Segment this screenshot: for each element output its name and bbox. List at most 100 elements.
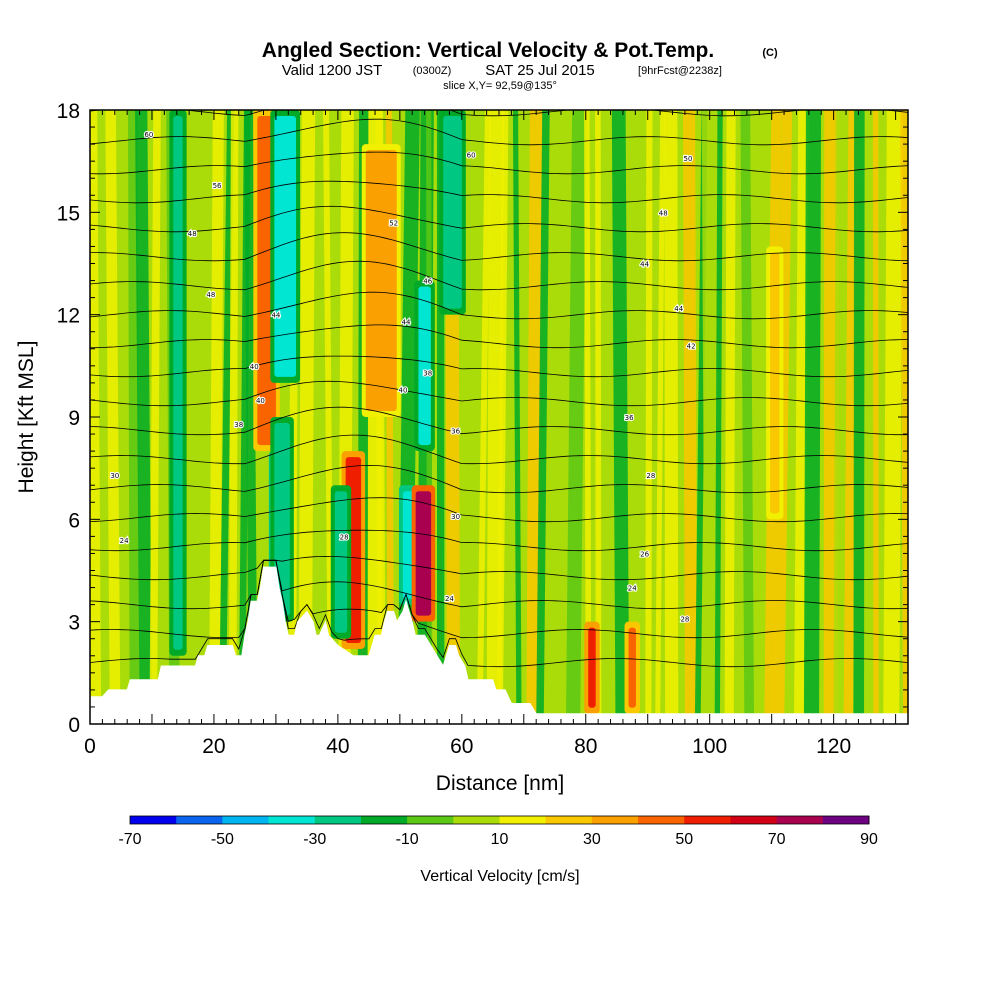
isentrope-label: 36 (625, 414, 634, 422)
colorbar-swatch (638, 816, 685, 824)
colorbar-tick-label: -30 (303, 831, 326, 848)
velocity-core (173, 116, 183, 650)
isentrope-label: 46 (423, 278, 432, 286)
colorbar-swatch (407, 816, 454, 824)
colorbar-swatch (684, 816, 731, 824)
velocity-band (536, 110, 550, 724)
colorbar-swatch (314, 816, 362, 824)
velocity-band (149, 110, 161, 724)
y-tick-label: 3 (68, 612, 80, 635)
isentrope-line (90, 205, 908, 233)
chart-title: Angled Section: Vertical Velocity & Pot.… (262, 39, 714, 62)
isentrope-label: 52 (389, 220, 398, 228)
y-tick-label: 12 (57, 305, 80, 328)
isentrope-line (90, 380, 908, 407)
colorbar-swatch (130, 816, 177, 824)
y-tick-label: 0 (68, 714, 80, 737)
colorbar-tick-labels: -70 -50 -30 -10 10 30 50 70 90 (118, 831, 878, 848)
x-axis-label: Distance [nm] (436, 772, 564, 795)
velocity-band (701, 110, 711, 724)
velocity-band (853, 110, 865, 724)
isentrope-label: 40 (256, 397, 265, 405)
isentrope-line (90, 151, 908, 175)
title-units: (C) (762, 47, 778, 59)
colorbar-tick-label: 30 (583, 831, 601, 848)
subtitle-date: SAT 25 Jul 2015 (485, 62, 595, 79)
colorbar-swatch (822, 816, 870, 824)
isentrope-label: 26 (640, 550, 649, 558)
velocity-band (208, 110, 224, 724)
colorbar (129, 815, 870, 825)
velocity-core (628, 627, 636, 708)
isentrope-line (90, 406, 908, 436)
isentrope-label: 44 (271, 312, 280, 320)
colorbar-tick-label: -70 (118, 831, 141, 848)
velocity-band (655, 110, 666, 724)
velocity-band (244, 110, 258, 724)
isentrope-line (90, 497, 908, 523)
isentrope-line (90, 291, 908, 320)
isentrope-line (90, 559, 908, 639)
isentrope-line (90, 434, 908, 465)
isentrope-labels: 60 60 50 56 48 48 52 44 48 46 44 44 44 42 40 40 38 40 36 38… (109, 130, 696, 625)
x-tick-label: 60 (450, 735, 473, 758)
isentrope-label: 48 (188, 230, 197, 238)
velocity-band (189, 110, 207, 724)
subtitle-forecast: [9hrFcst@2238z] (638, 65, 722, 77)
isentrope-label: 24 (445, 595, 454, 603)
isentrope-label: 44 (674, 305, 683, 313)
isentrope-label: 44 (640, 261, 649, 269)
x-tick-label: 0 (84, 735, 96, 758)
velocity-band (714, 110, 723, 724)
colorbar-swatch (591, 816, 639, 824)
colorbar-tick-label: 70 (768, 831, 786, 848)
velocity-band (664, 110, 679, 724)
velocity-core (418, 286, 431, 446)
isentrope-label: 24 (628, 585, 637, 593)
isentrope-label: 44 (402, 318, 411, 326)
isentrope-label: 56 (213, 182, 222, 190)
colorbar-tick-label: -50 (211, 831, 234, 848)
isentrope-line (90, 464, 908, 494)
isentrope-line (90, 232, 908, 262)
y-axis-label: Height [Kft MSL] (15, 341, 38, 494)
isentrope-line (90, 555, 908, 581)
velocity-band (883, 110, 903, 724)
velocity-core (274, 423, 290, 616)
velocity-band (584, 110, 592, 724)
terrain (90, 566, 908, 724)
isentrope-label: 48 (206, 291, 215, 299)
isentrope-label: 30 (110, 472, 119, 480)
x-tick-label: 100 (692, 735, 727, 758)
colorbar-tick-label: -10 (396, 831, 419, 848)
subtitle-zulu-time: (0300Z) (413, 65, 452, 77)
velocity-band (565, 110, 587, 724)
isentrope-line (90, 529, 908, 552)
x-tick-label: 120 (816, 735, 851, 758)
colorbar-swatch (730, 816, 778, 824)
isentrope-label: 48 (659, 209, 668, 217)
isentrope-label: 24 (120, 537, 129, 545)
y-axis-ticks: 0 36 9 12 15 18 (57, 100, 908, 737)
isentrope-label: 60 (144, 131, 153, 139)
velocity-band (496, 110, 509, 724)
y-tick-label: 18 (57, 100, 80, 123)
isentrope-line (90, 559, 908, 610)
isentrope-label: 36 (451, 428, 460, 436)
velocity-band (298, 110, 316, 724)
velocity-core (334, 491, 348, 633)
colorbar-tick-label: 90 (860, 831, 878, 848)
colorbar-label: Vertical Velocity [cm/s] (420, 868, 579, 885)
colorbar-swatch (360, 816, 408, 824)
velocity-band (512, 110, 522, 724)
y-tick-label: 9 (68, 407, 80, 430)
isentrope-label: 40 (398, 387, 407, 395)
isentrope-label: 50 (684, 155, 693, 163)
colorbar-swatch (499, 816, 547, 824)
isentrope-label: 28 (680, 615, 689, 623)
isentrope-label: 30 (451, 513, 460, 521)
y-tick-label: 15 (57, 202, 80, 225)
velocity-cores (169, 110, 784, 714)
colorbar-swatch (222, 816, 270, 824)
